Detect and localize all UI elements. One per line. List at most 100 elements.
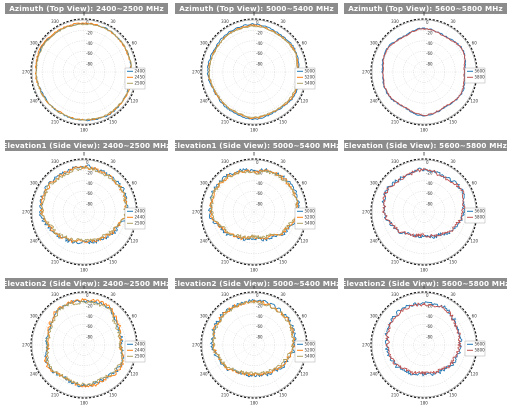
grid-spoke xyxy=(38,344,85,372)
legend-label: 2400 xyxy=(135,69,146,74)
grid-spoke xyxy=(378,185,425,213)
angle-tick-label: 330 xyxy=(221,159,229,164)
angle-tick-label: 60 xyxy=(132,313,138,318)
panel-title: Elevation2 (Side View): 5600~5800 MHz xyxy=(341,279,509,288)
angle-tick-label: 30 xyxy=(110,292,116,297)
grid-spoke xyxy=(253,211,281,258)
angle-tick-label: 210 xyxy=(51,260,59,265)
grid-spoke xyxy=(253,344,300,372)
angle-tick-label: 270 xyxy=(192,69,200,74)
angle-tick-label: 180 xyxy=(250,127,258,132)
angle-tick-label: 240 xyxy=(200,371,208,376)
grid-spoke xyxy=(38,71,85,99)
series-line-5800 xyxy=(385,302,462,376)
angle-tick-label: 120 xyxy=(130,371,138,376)
radial-tick-label: -20 xyxy=(86,30,93,35)
angle-tick-label: 150 xyxy=(449,393,457,398)
panel-title-bar xyxy=(344,3,507,14)
angle-tick-label: 120 xyxy=(470,238,478,243)
panel-title-bar xyxy=(344,140,507,151)
angle-tick-label: 210 xyxy=(221,393,229,398)
grid-ring xyxy=(222,40,286,104)
radial-tick-label: -40 xyxy=(86,181,93,186)
grid-spoke xyxy=(208,185,255,213)
angle-tick-label: 240 xyxy=(30,371,38,376)
radial-tick-label: 0 xyxy=(426,20,429,25)
angle-tick-label: 120 xyxy=(470,371,478,376)
grid-spoke xyxy=(253,26,281,73)
series-line-5000 xyxy=(208,168,301,242)
angle-tick-label: 60 xyxy=(472,313,478,318)
grid-ring xyxy=(392,40,456,104)
angle-tick-label: 300 xyxy=(200,180,208,185)
grid-spoke xyxy=(423,26,451,73)
angle-tick-label: 60 xyxy=(302,313,308,318)
angle-tick-label: 0 xyxy=(423,284,426,289)
panel-title: Elevation2 (Side View): 5000~5400 MHz xyxy=(172,279,340,288)
angle-tick-label: 330 xyxy=(391,292,399,297)
angle-tick-label: 0 xyxy=(423,151,426,156)
radial-tick-label: -60 xyxy=(256,191,263,196)
legend-label: 5200 xyxy=(305,348,316,353)
grid-spoke xyxy=(227,166,255,213)
grid-spoke xyxy=(83,211,111,258)
legend-label: 5200 xyxy=(305,75,316,80)
radial-tick-label: 0 xyxy=(426,293,429,298)
grid-spoke xyxy=(208,45,255,73)
radial-tick-label: 0 xyxy=(426,160,429,165)
angle-tick-label: 30 xyxy=(110,159,116,164)
radial-tick-label: -40 xyxy=(256,41,263,46)
grid-ring xyxy=(392,180,456,244)
angle-tick-label: 300 xyxy=(200,313,208,318)
angle-tick-label: 270 xyxy=(362,69,370,74)
grid-spoke xyxy=(253,185,300,213)
grid-spoke xyxy=(423,318,470,346)
legend-label: 5000 xyxy=(305,342,316,347)
radial-tick-label: -20 xyxy=(426,303,433,308)
angle-tick-label: 300 xyxy=(200,40,208,45)
angle-tick-label: 150 xyxy=(449,260,457,265)
grid-spoke xyxy=(253,166,281,213)
angle-tick-label: 270 xyxy=(192,209,200,214)
grid-ring xyxy=(52,313,116,377)
angle-tick-label: 180 xyxy=(420,267,428,272)
radial-tick-label: -20 xyxy=(86,303,93,308)
grid-spoke xyxy=(423,344,451,391)
angle-tick-label: 30 xyxy=(280,292,286,297)
grid-spoke xyxy=(83,71,130,99)
angle-tick-label: 30 xyxy=(110,19,116,24)
legend-label: 2500 xyxy=(135,221,146,226)
angle-tick-label: 210 xyxy=(51,120,59,125)
radial-tick-label: -20 xyxy=(426,30,433,35)
radial-tick-label: -20 xyxy=(256,30,263,35)
series-line-5600 xyxy=(384,301,463,377)
legend-label: 5400 xyxy=(305,221,316,226)
grid-spoke xyxy=(83,185,130,213)
polar-panel-3: Azimuth (Top View): 5600~5800 MHz0306090… xyxy=(344,3,507,132)
grid-spoke xyxy=(378,211,425,239)
angle-tick-label: 240 xyxy=(370,98,378,103)
grid-spoke xyxy=(423,71,470,99)
radial-tick-label: -80 xyxy=(86,202,93,207)
legend-label: 5600 xyxy=(475,209,486,214)
legend-label: 2400 xyxy=(135,342,146,347)
radial-tick-label: -80 xyxy=(256,335,263,340)
angle-tick-label: 0 xyxy=(253,11,256,16)
radial-tick-label: -40 xyxy=(256,181,263,186)
angle-tick-label: 180 xyxy=(420,127,428,132)
grid-spoke xyxy=(83,71,111,118)
angle-tick-label: 120 xyxy=(130,238,138,243)
angle-tick-label: 60 xyxy=(132,180,138,185)
angle-tick-label: 330 xyxy=(51,19,59,24)
grid-spoke xyxy=(253,45,300,73)
grid-ring xyxy=(52,40,116,104)
legend-label: 2440 xyxy=(135,348,146,353)
angle-tick-label: 270 xyxy=(22,209,30,214)
legend-label: 2500 xyxy=(135,81,146,86)
grid-spoke xyxy=(227,26,255,73)
angle-tick-label: 60 xyxy=(302,180,308,185)
